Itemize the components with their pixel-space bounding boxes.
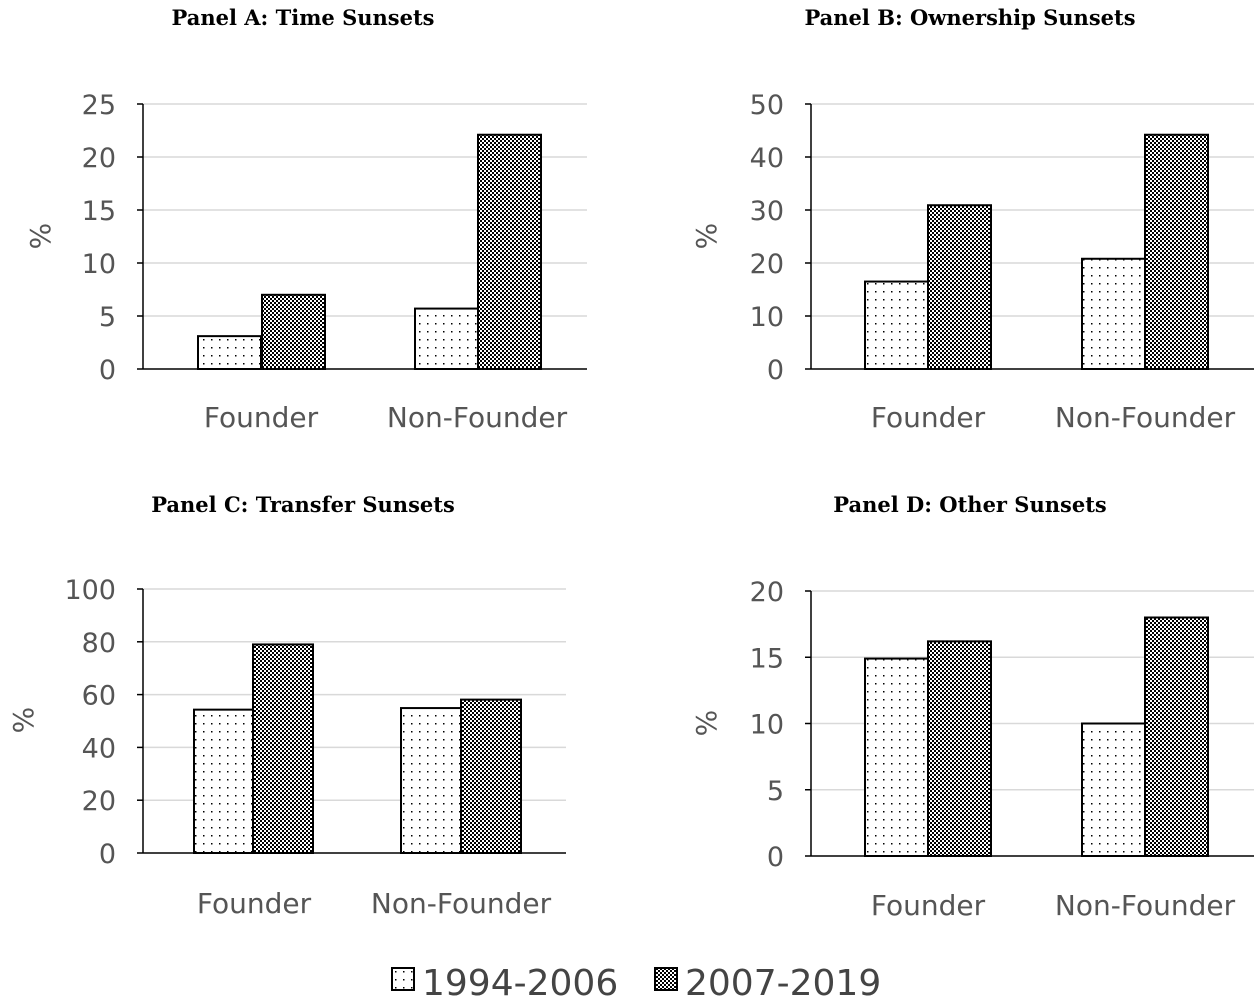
bar-1994-2006-Non-Founder xyxy=(400,707,462,855)
bar-1994-2006-Founder xyxy=(864,657,929,858)
bar-2007-2019-Non-Founder xyxy=(477,133,542,370)
legend-swatch-1994-2006 xyxy=(391,967,415,991)
x-category-label: Non-Founder xyxy=(1055,889,1236,922)
y-tick-label: 5 xyxy=(767,776,784,807)
panel-title: Panel A: Time Sunsets xyxy=(171,5,434,30)
bar-1994-2006-Non-Founder xyxy=(1081,722,1146,857)
bar-2007-2019-Founder xyxy=(927,640,992,857)
y-tick-label: 10 xyxy=(750,302,784,333)
y-tick-label: 5 xyxy=(99,302,116,333)
legend-swatch-2007-2019 xyxy=(654,967,678,991)
bar-2007-2019-Founder xyxy=(261,293,326,370)
y-tick-label: 30 xyxy=(750,196,784,227)
x-category-label: Non-Founder xyxy=(371,887,552,920)
y-tick-label: 40 xyxy=(750,143,784,174)
y-axis-label: % xyxy=(7,707,40,734)
legend: 1994-2006 2007-2019 xyxy=(391,963,881,1001)
y-tick-label: 20 xyxy=(82,786,116,817)
x-category-label: Founder xyxy=(204,401,319,434)
panel-title: Panel C: Transfer Sunsets xyxy=(151,492,455,517)
bar-2007-2019-Non-Founder xyxy=(460,698,522,855)
y-tick-label: 10 xyxy=(750,710,784,741)
y-tick-label: 20 xyxy=(82,143,116,174)
y-axis-label: % xyxy=(690,710,723,737)
panel-title: Panel B: Ownership Sunsets xyxy=(804,5,1135,30)
x-category-label: Founder xyxy=(871,401,986,434)
y-tick-label: 15 xyxy=(750,643,784,674)
y-tick-label: 0 xyxy=(99,355,116,386)
x-category-label: Non-Founder xyxy=(1055,401,1236,434)
bar-2007-2019-Non-Founder xyxy=(1144,616,1209,857)
y-tick-label: 0 xyxy=(767,355,784,386)
bar-1994-2006-Non-Founder xyxy=(414,307,479,370)
legend-label-1994-2006: 1994-2006 xyxy=(422,963,618,1001)
y-tick-label: 40 xyxy=(82,733,116,764)
x-category-label: Founder xyxy=(871,889,986,922)
x-category-label: Founder xyxy=(197,887,312,920)
bar-1994-2006-Non-Founder xyxy=(1081,257,1146,371)
bar-1994-2006-Founder xyxy=(864,280,929,370)
y-tick-label: 50 xyxy=(750,90,784,121)
legend-label-2007-2019: 2007-2019 xyxy=(685,963,881,1001)
y-tick-label: 20 xyxy=(750,577,784,608)
y-axis-label: % xyxy=(690,223,723,250)
y-tick-label: 25 xyxy=(82,90,116,121)
y-tick-label: 60 xyxy=(82,681,116,712)
y-tick-label: 0 xyxy=(99,839,116,870)
y-tick-label: 20 xyxy=(750,249,784,280)
panel-c: Panel C: Transfer Sunsets 0 20 40 60 80 100% Fo… xyxy=(7,492,566,920)
panel-b: Panel B: Ownership Sunsets 0 10 20 30 40 50% Fo… xyxy=(690,5,1254,434)
y-tick-label: 0 xyxy=(767,842,784,873)
panel-d: Panel D: Other Sunsets 0 5 10 15 20% Founder No… xyxy=(690,492,1254,922)
panel-title: Panel D: Other Sunsets xyxy=(833,492,1106,517)
panel-a: Panel A: Time Sunsets 0 5 10 15 20 25% Founder N… xyxy=(24,5,587,434)
bar-1994-2006-Founder xyxy=(193,708,255,855)
y-tick-label: 100 xyxy=(64,575,116,606)
bar-1994-2006-Founder xyxy=(197,335,262,371)
bar-2007-2019-Non-Founder xyxy=(1144,133,1209,370)
y-tick-label: 10 xyxy=(82,249,116,280)
y-tick-label: 80 xyxy=(82,628,116,659)
y-axis-label: % xyxy=(24,223,57,250)
bar-2007-2019-Founder xyxy=(252,643,314,854)
bar-2007-2019-Founder xyxy=(927,204,992,370)
x-category-label: Non-Founder xyxy=(387,401,568,434)
y-tick-label: 15 xyxy=(82,196,116,227)
